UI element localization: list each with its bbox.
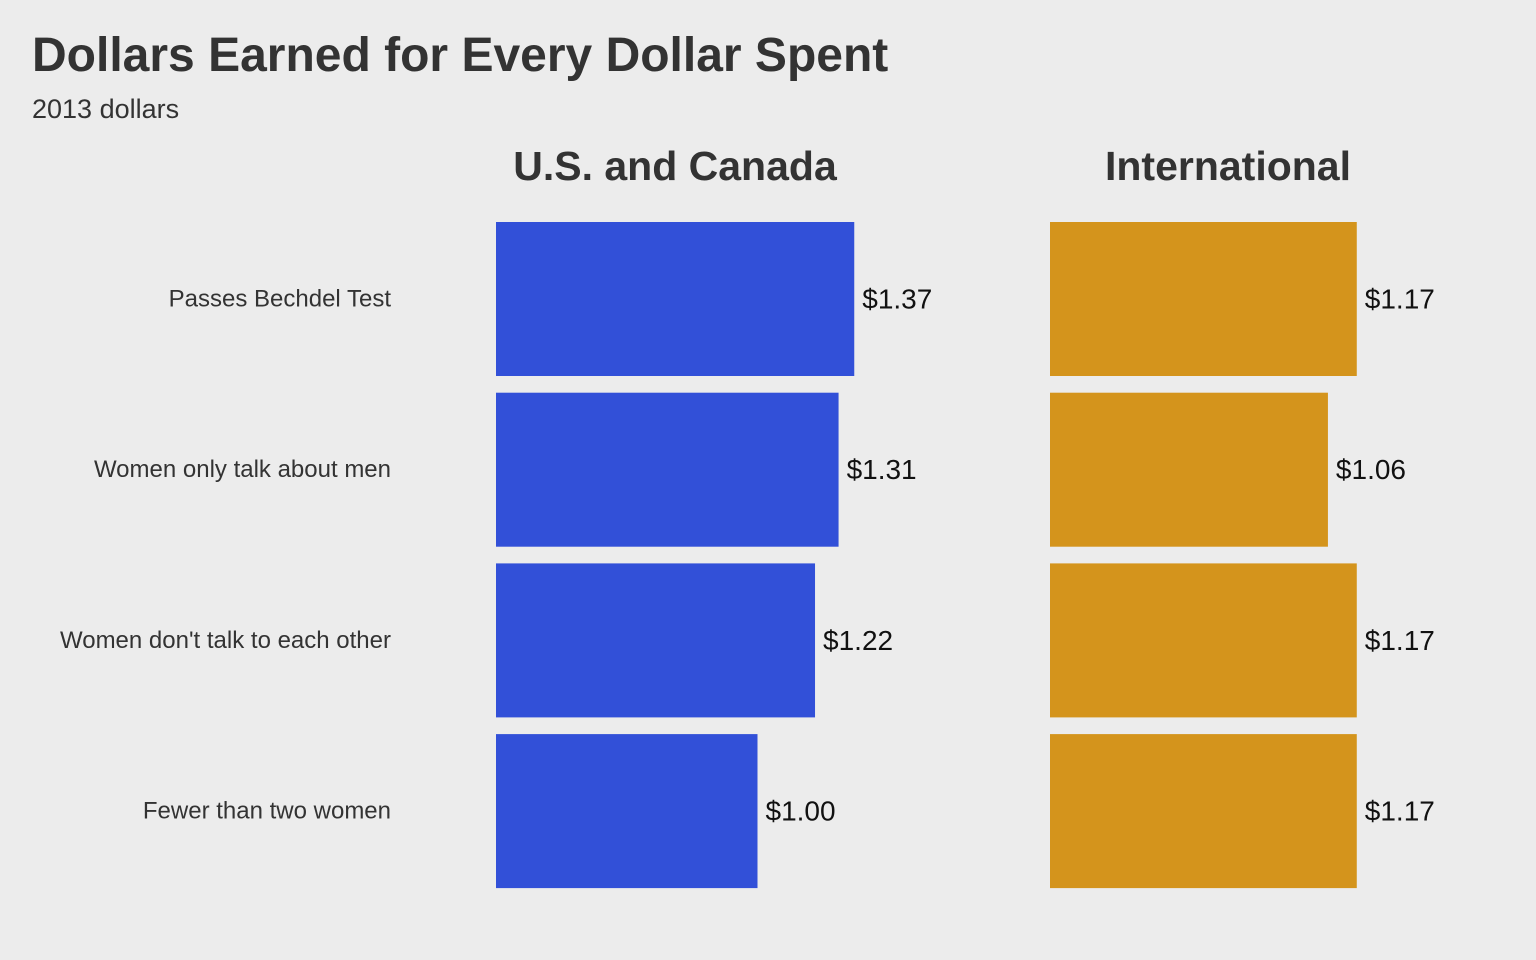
data-label: $1.22 [823, 625, 893, 656]
panel-0: U.S. and Canada $1.37 $1.31 $1.22 $1.00 [496, 143, 932, 889]
category-label: Fewer than two women [143, 798, 391, 825]
data-label: $1.17 [1365, 625, 1435, 656]
data-label: $1.17 [1365, 284, 1435, 315]
bar [496, 734, 758, 889]
bar [1050, 563, 1357, 718]
panel-1: International $1.17 $1.06 $1.17 $1.17 [1050, 143, 1435, 889]
category-label: Passes Bechdel Test [169, 286, 392, 313]
chart-subtitle: 2013 dollars [32, 94, 180, 124]
bar [1050, 222, 1357, 376]
panel-title: International [1105, 143, 1351, 189]
data-label: $1.06 [1336, 454, 1406, 485]
chart-title: Dollars Earned for Every Dollar Spent [32, 29, 889, 82]
category-label: Women don't talk to each other [60, 627, 391, 654]
bar [1050, 392, 1328, 547]
data-label: $1.37 [862, 284, 932, 315]
bar [1050, 734, 1357, 889]
bar [496, 392, 839, 547]
data-label: $1.00 [766, 796, 836, 827]
data-label: $1.31 [847, 454, 917, 485]
panel-title: U.S. and Canada [513, 143, 838, 189]
bar [496, 563, 816, 718]
data-label: $1.17 [1365, 796, 1435, 827]
bar [496, 222, 855, 376]
category-label: Women only talk about men [94, 456, 391, 483]
